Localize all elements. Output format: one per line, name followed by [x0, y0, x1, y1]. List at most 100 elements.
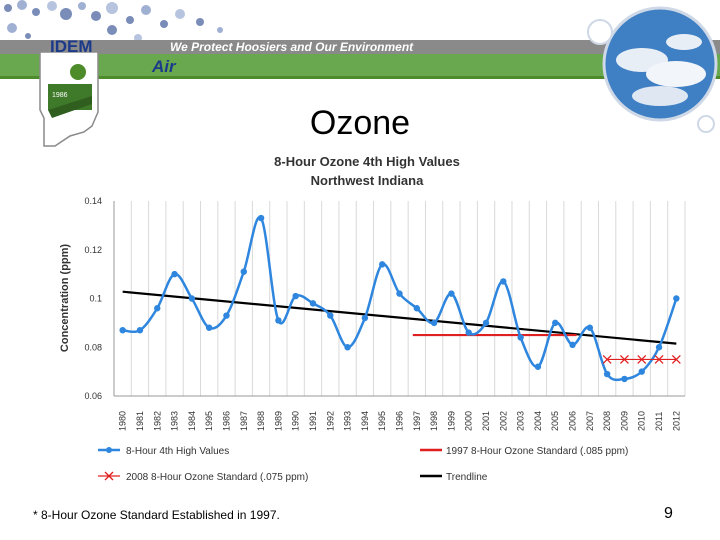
data-point: [534, 363, 542, 370]
x-tick-label: 1980: [118, 411, 128, 431]
data-point: [586, 324, 594, 331]
data-point: [171, 270, 178, 278]
x-marker-stroke: [602, 354, 612, 364]
chart-legend: 8-Hour 4th High Values 1997 8-Hour Ozone …: [98, 446, 628, 483]
data-point: [223, 312, 230, 319]
data-point: [500, 278, 507, 285]
legend-label: 8-Hour 4th High Values: [126, 446, 229, 457]
data-point: [396, 290, 403, 297]
legend-label: Trendline: [446, 472, 488, 483]
legend-marker: [104, 471, 114, 481]
series-4th-high-line: [122, 215, 678, 382]
x-tick-label: 1988: [256, 411, 266, 431]
x-tick-label: 1981: [135, 411, 145, 431]
data-point: [638, 368, 645, 375]
page-number: 9: [664, 505, 673, 522]
data-point: [292, 292, 299, 300]
x-tick-label: 2010: [637, 411, 647, 431]
data-point: [482, 319, 490, 327]
data-point: [136, 326, 144, 334]
x-tick-label: 2009: [619, 411, 629, 431]
x-tick-label: 1987: [239, 411, 249, 431]
y-tick-label: 0.06: [84, 391, 102, 401]
x-marker-stroke: [619, 354, 629, 364]
decorative-dots: [4, 0, 223, 42]
banner-green-bar: [0, 54, 720, 76]
series-trendline: [122, 290, 677, 345]
data-point: [552, 319, 559, 327]
indiana-state-logo: [39, 51, 99, 147]
data-point: [119, 326, 126, 334]
x-marker-stroke: [654, 354, 664, 364]
x-tick-label: 1995: [204, 411, 214, 431]
x-tick-label: 1990: [291, 411, 301, 431]
x-tick-label: 2011: [654, 412, 664, 431]
y-tick-label: 0.1: [89, 294, 102, 304]
data-point: [154, 305, 161, 312]
x-tick-label: 1997: [412, 411, 422, 431]
data-point: [361, 314, 369, 322]
data-point: [327, 312, 334, 319]
x-tick-label: 2006: [568, 411, 578, 431]
x-tick-label: 1989: [273, 411, 283, 431]
chart-grid: [113, 201, 686, 396]
x-tick-label: 1982: [152, 411, 162, 431]
banner-grey-bar: [0, 40, 720, 54]
x-tick-label: 2012: [671, 411, 681, 431]
data-point: [257, 214, 265, 222]
legend-label: 1997 8-Hour Ozone Standard (.085 ppm): [446, 446, 628, 457]
x-tick-label: 1992: [325, 411, 335, 431]
x-tick-label: 1998: [429, 411, 439, 431]
x-tick-label: 2007: [585, 411, 595, 431]
x-tick-label: 1984: [187, 411, 197, 431]
data-point: [569, 341, 576, 349]
chart-title: 8-Hour Ozone 4th High Values: [274, 154, 460, 169]
data-point: [603, 370, 611, 378]
data-point: [621, 375, 628, 383]
x-tick-label: 2003: [516, 411, 526, 431]
data-point: [465, 329, 472, 336]
x-tick-label: 1991: [308, 411, 318, 431]
x-marker: [619, 354, 629, 364]
data-point: [275, 317, 282, 324]
chart-series: [119, 214, 681, 383]
data-point: [240, 268, 247, 275]
y-tick-label: 0.12: [84, 245, 102, 255]
y-axis-label: Concentration (ppm): [59, 244, 71, 352]
footnote: * 8-Hour Ozone Standard Established in 1…: [33, 508, 280, 522]
legend-label: 2008 8-Hour Ozone Standard (.075 ppm): [126, 472, 308, 483]
legend-marker: [106, 447, 112, 453]
data-point: [309, 300, 317, 307]
data-point: [655, 344, 663, 351]
sky-globe-icon: [587, 6, 718, 133]
banner-tagline: We Protect Hoosiers and Our Environment: [170, 40, 414, 54]
chart-axes: 0.14 0.12 0.1 0.08 0.06 1980 1981 1982 1983 1984 1…: [84, 196, 685, 431]
x-tick-label: 2008: [602, 411, 612, 431]
x-tick-label: 1994: [360, 411, 370, 431]
x-tick-label: 2004: [533, 411, 543, 431]
x-tick-label: 2001: [481, 411, 491, 431]
idem-logo-text: IDEM: [50, 37, 93, 56]
x-tick-label: 1996: [395, 411, 405, 431]
slide-title: Ozone: [309, 104, 411, 142]
x-marker: [602, 354, 612, 364]
x-marker-stroke: [671, 354, 681, 364]
data-point: [378, 261, 386, 268]
data-point: [430, 319, 438, 327]
y-tick-label: 0.14: [84, 196, 102, 206]
y-tick-label: 0.08: [84, 342, 102, 352]
data-point: [413, 305, 421, 312]
x-marker: [671, 354, 681, 364]
x-tick-label: 2002: [498, 411, 508, 431]
chart-subtitle: Northwest Indiana: [311, 173, 424, 188]
x-tick-label: 1983: [170, 411, 180, 431]
banner-section-label: Air: [151, 57, 177, 76]
data-point: [344, 344, 351, 351]
x-marker-stroke: [637, 354, 647, 364]
x-tick-label: 1986: [221, 411, 231, 431]
x-marker: [654, 354, 664, 364]
data-point: [448, 290, 455, 297]
x-tick-label: 1993: [343, 411, 353, 431]
header-banner: IDEM 1986 We Protect Hoosiers and Our En…: [0, 0, 720, 147]
